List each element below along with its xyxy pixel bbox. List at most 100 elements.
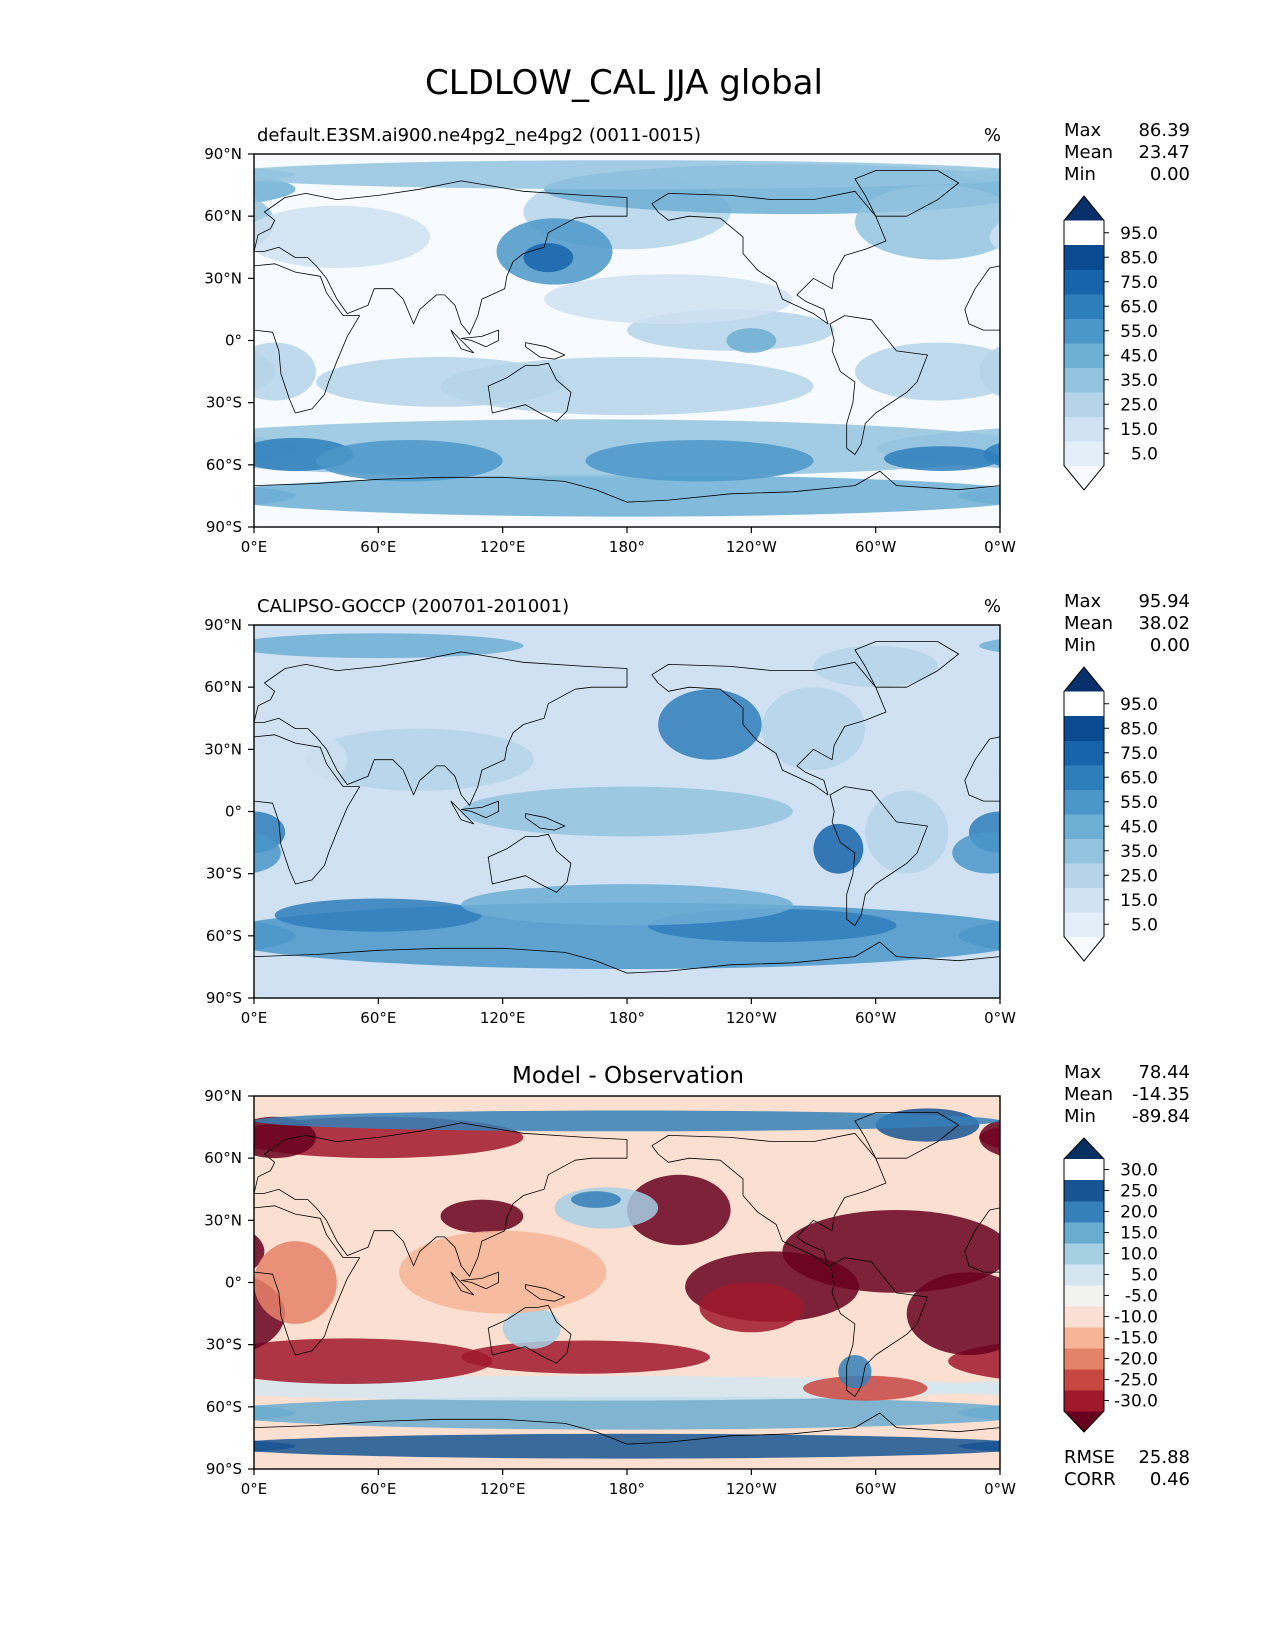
stat-rmse-label: RMSE [1064, 1447, 1115, 1468]
y-tick-label: 90°N [204, 1087, 242, 1105]
stat-max-value: 78.44 [1138, 1062, 1190, 1083]
contour-region [979, 1119, 1000, 1156]
contour-region [254, 175, 296, 203]
contour-region [254, 168, 296, 182]
contour-region [254, 205, 431, 268]
map-field [254, 625, 1000, 998]
x-tick-label: 0°W [984, 538, 1016, 556]
contour-region [917, 1380, 1000, 1396]
contour-region [254, 976, 296, 987]
y-tick-label: 60°N [204, 207, 242, 225]
contour-region [958, 921, 1000, 951]
x-tick-label: 180° [609, 1480, 645, 1498]
y-tick-label: 30°N [204, 740, 242, 758]
colorbar-segment [1064, 245, 1104, 270]
stat-min-value: 0.00 [1150, 164, 1190, 185]
y-tick-label: 0° [225, 1274, 242, 1292]
colorbar-segment [1064, 789, 1104, 815]
x-tick-label: 120°W [726, 1009, 777, 1027]
colorbar-segment [1064, 1390, 1104, 1412]
y-tick-label: 0° [225, 803, 242, 821]
stats-block: Max 95.94 Mean 38.02 Min 0.00 [1064, 591, 1190, 656]
contour-region [523, 243, 574, 273]
contour-region [254, 633, 524, 659]
contour-region [585, 440, 814, 482]
colorbar-tick-label: 45.0 [1120, 346, 1158, 366]
colorbar-segment [1064, 367, 1104, 393]
colorbar-extend-high [1064, 1138, 1104, 1159]
x-tick-label: 0°W [984, 1480, 1016, 1498]
colorbar-tick-label: 15.0 [1120, 1224, 1158, 1244]
contour-region [958, 486, 1000, 505]
contour-region [979, 1126, 1000, 1149]
x-tick-label: 120°W [726, 538, 777, 556]
colorbar-tick-label: 75.0 [1120, 744, 1158, 764]
stat-max-value: 86.39 [1138, 120, 1190, 141]
colorbar-outline [1063, 195, 1105, 491]
contour-region [399, 1230, 607, 1314]
colorbar-segment [1064, 1306, 1104, 1328]
contour-region [254, 728, 348, 791]
colorbar-tick-label: -30.0 [1114, 1392, 1158, 1412]
contour-region [761, 687, 866, 770]
colorbar: 30.025.020.015.010.05.0-5.0-10.0-15.0-20… [1063, 1137, 1158, 1433]
y-tick-label: 0° [225, 332, 242, 350]
panel-model: default.E3SM.ai900.ne4pg2_ne4pg2 (0011-0… [204, 120, 1190, 556]
colorbar-segment [1064, 294, 1104, 319]
contour-region [254, 1433, 1000, 1459]
colorbar-extend-low [1064, 936, 1104, 961]
panel-title: CALIPSO-GOCCP (200701-201001) [257, 596, 569, 617]
contour-region [254, 1116, 317, 1159]
contour-region [813, 823, 864, 874]
colorbar-tick-label: 45.0 [1120, 817, 1158, 837]
colorbar-segment [1064, 838, 1104, 864]
colorbar-tick-label: 20.0 [1120, 1203, 1158, 1223]
y-tick-label: 90°S [206, 989, 242, 1007]
y-tick-label: 30°S [206, 865, 242, 883]
contour-region [958, 1405, 1000, 1421]
colorbar-segment [1064, 392, 1104, 417]
contour-region [571, 1191, 621, 1208]
y-tick-label: 60°S [206, 456, 242, 474]
contour-region [958, 168, 1000, 182]
colorbar-tick-label: 55.0 [1120, 322, 1158, 342]
contour-region [254, 160, 1000, 190]
contour-region [544, 274, 793, 324]
contour-region [699, 1282, 804, 1333]
y-tick-label: 60°S [206, 1398, 242, 1416]
contour-region [952, 832, 1000, 874]
stat-mean-label: Mean [1064, 613, 1113, 634]
colorbar-tick-label: 95.0 [1120, 695, 1158, 715]
contour-region [461, 786, 793, 837]
contour-region [854, 185, 1000, 260]
x-tick-label: 60°E [360, 1480, 396, 1498]
stat-max-label: Max [1064, 120, 1102, 141]
colorbar-extend-low [1064, 1411, 1104, 1432]
colorbar-tick-label: 35.0 [1120, 842, 1158, 862]
colorbar-segment [1064, 1327, 1104, 1349]
units-label: % [984, 596, 1001, 617]
panel-difference: Model - Observation 0°E 60°E 120°E 180° 120°… [204, 1062, 1190, 1498]
colorbar-tick-label: 55.0 [1120, 793, 1158, 813]
coastline [254, 170, 1000, 503]
colorbar-tick-label: 95.0 [1120, 224, 1158, 244]
contour-region [254, 1405, 296, 1421]
colorbar-tick-label: 30.0 [1120, 1161, 1158, 1181]
contour-region [254, 1396, 1000, 1430]
figure-title: CLDLOW_CAL JJA global [425, 63, 823, 103]
map-field [254, 154, 1000, 527]
contour-region [502, 1307, 561, 1349]
stat-max-label: Max [1064, 1062, 1102, 1083]
y-tick-label: 30°N [204, 269, 242, 287]
colorbar-segment [1064, 416, 1104, 442]
colorbar-tick-label: 25.0 [1120, 395, 1158, 415]
colorbar-segment [1064, 1264, 1104, 1286]
stat-min-label: Min [1064, 635, 1096, 656]
contour-region [461, 1340, 710, 1374]
contour-region [865, 790, 949, 874]
stat-min-value: 0.00 [1150, 635, 1190, 656]
colorbar-segment [1064, 1369, 1104, 1391]
units-label: % [984, 125, 1001, 146]
x-tick-label: 60°W [855, 1480, 897, 1498]
colorbar-segment [1064, 912, 1104, 937]
